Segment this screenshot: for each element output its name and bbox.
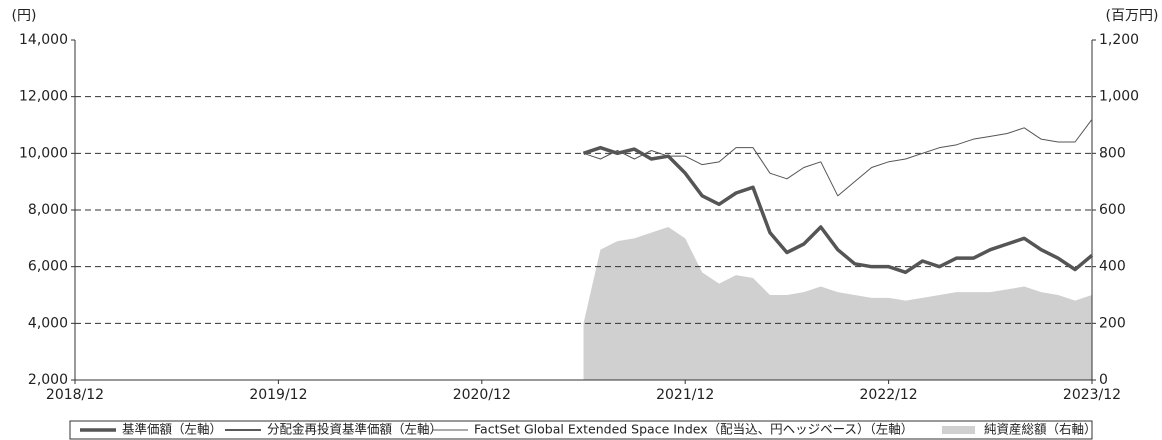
y2-tick-label: 1,200 (1099, 32, 1139, 48)
x-tick-label: 2021/12 (656, 387, 714, 403)
y-axis-label: (円) (12, 8, 37, 24)
area (583, 227, 1092, 380)
legend-label: 分配金再投資基準価額（左軸） (267, 422, 442, 437)
y-tick-label: 8,000 (28, 202, 68, 218)
y2-tick-label: 400 (1099, 259, 1126, 275)
y2-axis-label: (百万円) (1106, 8, 1159, 24)
y-tick-label: 12,000 (19, 89, 68, 105)
legend-swatch (942, 426, 975, 434)
x-tick-label: 2020/12 (453, 387, 511, 403)
y-tick-label: 6,000 (28, 259, 68, 275)
line (582, 145, 1094, 275)
y2-tick-label: 600 (1099, 202, 1126, 218)
y-tick-label: 4,000 (28, 315, 68, 331)
y-tick-label: 14,000 (19, 32, 68, 48)
y-tick-label: 2,000 (28, 372, 68, 388)
y2-tick-label: 200 (1099, 315, 1126, 331)
x-tick-label: 2023/12 (1063, 387, 1121, 403)
y2-tick-label: 0 (1099, 372, 1108, 388)
legend-label: FactSet Global Extended Space Index（配当込、… (474, 422, 913, 437)
legend-box (69, 420, 1093, 440)
y2-tick-label: 1,000 (1099, 89, 1139, 105)
y-tick-label: 10,000 (19, 145, 68, 161)
x-tick-label: 2019/12 (249, 387, 307, 403)
legend-label: 純資産総額（右軸） (984, 422, 1097, 437)
x-tick-label: 2018/12 (46, 387, 104, 403)
x-tick-label: 2022/12 (860, 387, 918, 403)
y2-tick-label: 800 (1099, 145, 1126, 161)
legend-label: 基準価額（左軸） (122, 422, 222, 437)
